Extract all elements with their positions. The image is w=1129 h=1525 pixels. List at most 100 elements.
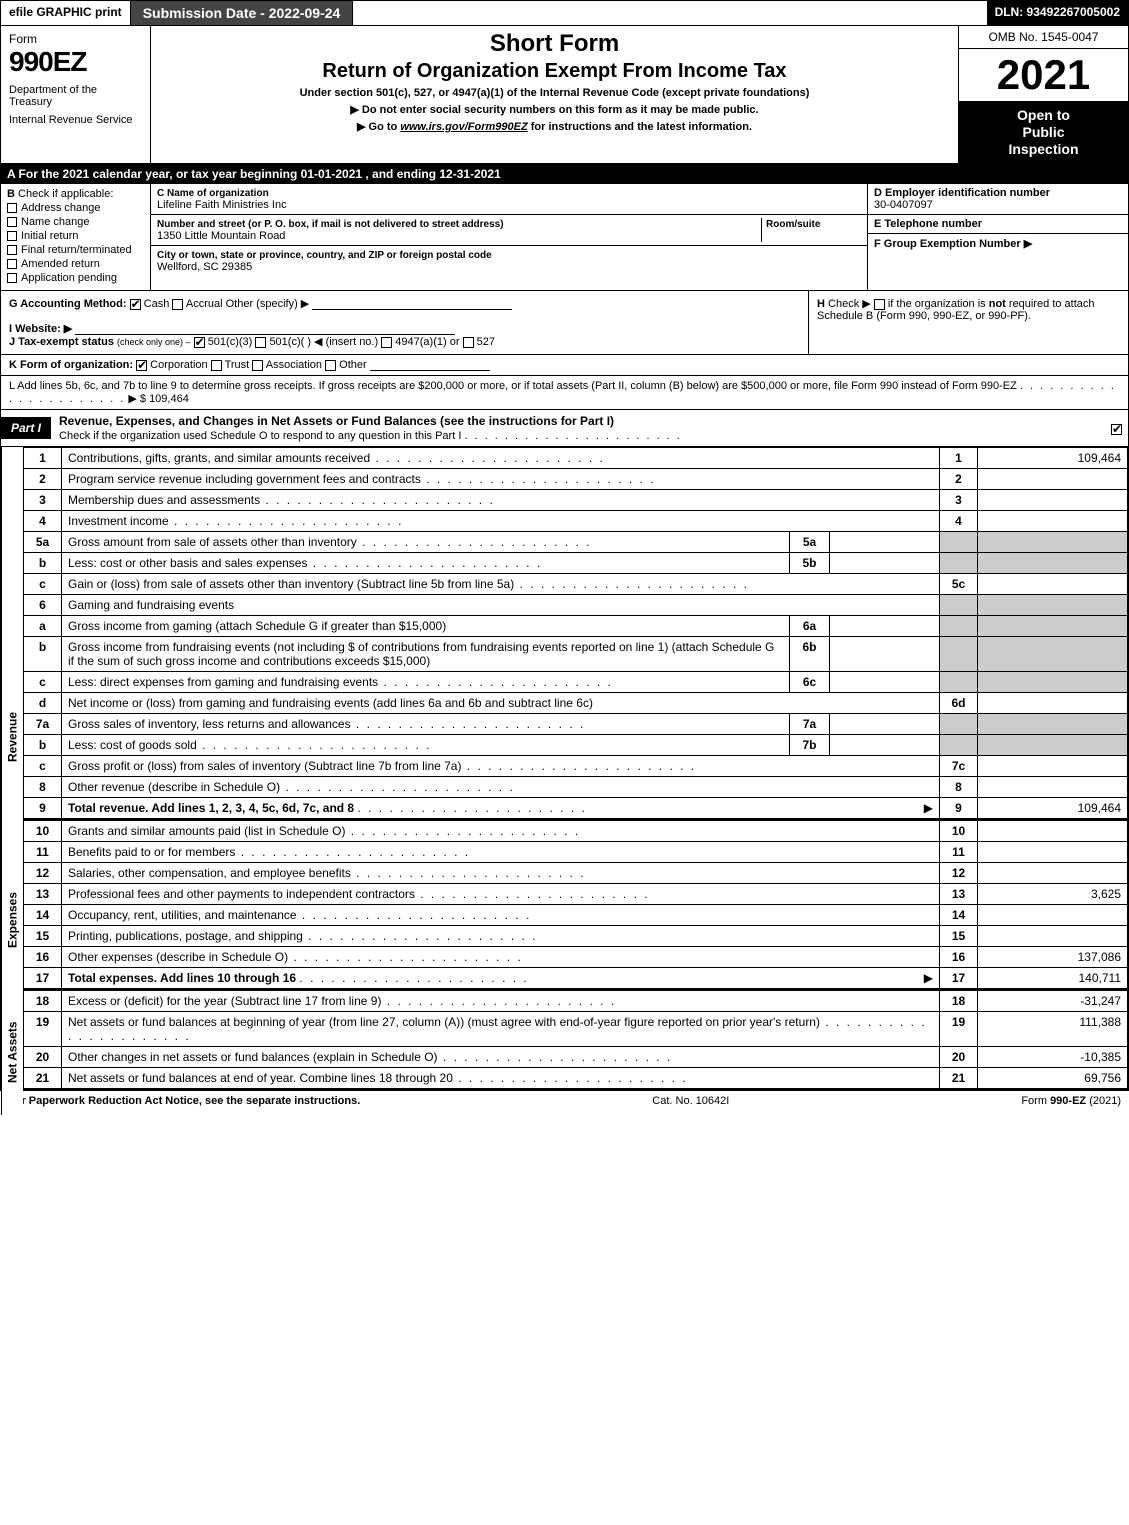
footer-right-form: 990-EZ <box>1050 1095 1086 1107</box>
line-4: 4 Investment income 4 <box>24 511 1128 532</box>
chk-schedule-b[interactable] <box>874 299 885 310</box>
page-footer: For Paperwork Reduction Act Notice, see … <box>0 1090 1129 1111</box>
l7b-sn: 7b <box>790 735 830 756</box>
chk-501c3[interactable] <box>194 337 205 348</box>
l8-amt <box>978 777 1128 798</box>
l7b-shade2 <box>978 735 1128 756</box>
chk-corporation[interactable] <box>136 360 147 371</box>
chk-address-change[interactable] <box>7 203 17 213</box>
j-label: J Tax-exempt status <box>9 336 114 348</box>
l4-desc: Investment income <box>62 511 940 532</box>
l6c-num: c <box>24 672 62 693</box>
l7a-shade1 <box>940 714 978 735</box>
l5b-sv <box>830 553 940 574</box>
k-corp: Corporation <box>150 359 207 371</box>
subtitle-ssn-warn: Do not enter social security numbers on … <box>161 103 948 116</box>
line-5b: b Less: cost or other basis and sales ex… <box>24 553 1128 574</box>
l20-num: 20 <box>24 1047 62 1068</box>
chk-association[interactable] <box>252 360 263 371</box>
l12-amt <box>978 863 1128 884</box>
l21-num: 21 <box>24 1068 62 1089</box>
form-header: Form 990EZ Department of the Treasury In… <box>0 26 1129 164</box>
l16-rnum: 16 <box>940 947 978 968</box>
line-7c: c Gross profit or (loss) from sales of i… <box>24 756 1128 777</box>
l3-num: 3 <box>24 490 62 511</box>
part1-subtitle: Check if the organization used Schedule … <box>59 430 682 442</box>
l3-amt <box>978 490 1128 511</box>
l-amt-pre: ▶ $ <box>128 393 149 405</box>
chk-527[interactable] <box>463 337 474 348</box>
subtitle-section: Under section 501(c), 527, or 4947(a)(1)… <box>161 87 948 99</box>
chk-name-change[interactable] <box>7 217 17 227</box>
l7c-num: c <box>24 756 62 777</box>
h-text1: Check ▶ <box>828 298 871 310</box>
part1-sub-dots <box>464 430 681 442</box>
l3-rnum: 3 <box>940 490 978 511</box>
chk-other-org[interactable] <box>325 360 336 371</box>
l5a-shade2 <box>978 532 1128 553</box>
footer-right-pre: Form <box>1021 1095 1050 1107</box>
chk-schedule-o-part1[interactable] <box>1111 424 1122 435</box>
chk-amended-return[interactable] <box>7 259 17 269</box>
l10-desc: Grants and similar amounts paid (list in… <box>62 821 940 842</box>
line-10: 10 Grants and similar amounts paid (list… <box>24 821 1128 842</box>
l8-desc: Other revenue (describe in Schedule O) <box>62 777 940 798</box>
chk-accrual[interactable] <box>172 299 183 310</box>
line-20: 20 Other changes in net assets or fund b… <box>24 1047 1128 1068</box>
l6-num: 6 <box>24 595 62 616</box>
l10-num: 10 <box>24 821 62 842</box>
l13-rnum: 13 <box>940 884 978 905</box>
c-city-value: Wellford, SC 29385 <box>157 261 252 273</box>
l2-rnum: 2 <box>940 469 978 490</box>
top-bar: efile GRAPHIC print Submission Date - 20… <box>0 0 1129 26</box>
dept-irs: Internal Revenue Service <box>9 114 142 126</box>
b-check-if: Check if applicable: <box>18 188 113 200</box>
chk-application-pending[interactable] <box>7 273 17 283</box>
chk-501c[interactable] <box>255 337 266 348</box>
l21-rnum: 21 <box>940 1068 978 1089</box>
l9-desc: Total revenue. Add lines 1, 2, 3, 4, 5c,… <box>68 801 354 815</box>
chk-initial-return[interactable] <box>7 231 17 241</box>
chk-4947[interactable] <box>381 337 392 348</box>
l16-desc: Other expenses (describe in Schedule O) <box>62 947 940 968</box>
l2-num: 2 <box>24 469 62 490</box>
l5a-sv <box>830 532 940 553</box>
chk-trust[interactable] <box>211 360 222 371</box>
l6b-shade2 <box>978 637 1128 672</box>
chk-cash[interactable] <box>130 299 141 310</box>
l14-num: 14 <box>24 905 62 926</box>
l6a-sn: 6a <box>790 616 830 637</box>
line-9: 9 Total revenue. Add lines 1, 2, 3, 4, 5… <box>24 798 1128 819</box>
l1-amt: 109,464 <box>978 448 1128 469</box>
l15-rnum: 15 <box>940 926 978 947</box>
l7a-sn: 7a <box>790 714 830 735</box>
line-6d: d Net income or (loss) from gaming and f… <box>24 693 1128 714</box>
goto-link[interactable]: www.irs.gov/Form990EZ <box>400 121 527 133</box>
l5b-desc: Less: cost or other basis and sales expe… <box>62 553 790 574</box>
l11-amt <box>978 842 1128 863</box>
section-h: H Check ▶ if the organization is not req… <box>808 291 1128 354</box>
l7b-desc: Less: cost of goods sold <box>62 735 790 756</box>
l15-num: 15 <box>24 926 62 947</box>
l11-rnum: 11 <box>940 842 978 863</box>
expenses-section: Expenses 10 Grants and similar amounts p… <box>0 820 1129 990</box>
l19-desc: Net assets or fund balances at beginning… <box>62 1012 940 1047</box>
l6a-desc: Gross income from gaming (attach Schedul… <box>62 616 790 637</box>
c-name-value: Lifeline Faith Ministries Inc <box>157 199 287 211</box>
l20-amt: -10,385 <box>978 1047 1128 1068</box>
i-label: I Website: ▶ <box>9 323 72 335</box>
chk-final-return[interactable] <box>7 245 17 255</box>
l5b-shade2 <box>978 553 1128 574</box>
l6c-shade2 <box>978 672 1128 693</box>
l6c-sv <box>830 672 940 693</box>
netassets-section: Net Assets 18 Excess or (deficit) for th… <box>0 990 1129 1090</box>
l7b-num: b <box>24 735 62 756</box>
footer-left: For Paperwork Reduction Act Notice, see … <box>8 1095 360 1107</box>
k-trust: Trust <box>225 359 250 371</box>
l5a-desc: Gross amount from sale of assets other t… <box>62 532 790 553</box>
l10-amt <box>978 821 1128 842</box>
form-id-block: Form 990EZ Department of the Treasury In… <box>1 26 151 163</box>
row-l: L Add lines 5b, 6c, and 7b to line 9 to … <box>0 376 1129 410</box>
l18-amt: -31,247 <box>978 991 1128 1012</box>
inspection-badge: Open to Public Inspection <box>959 101 1128 163</box>
